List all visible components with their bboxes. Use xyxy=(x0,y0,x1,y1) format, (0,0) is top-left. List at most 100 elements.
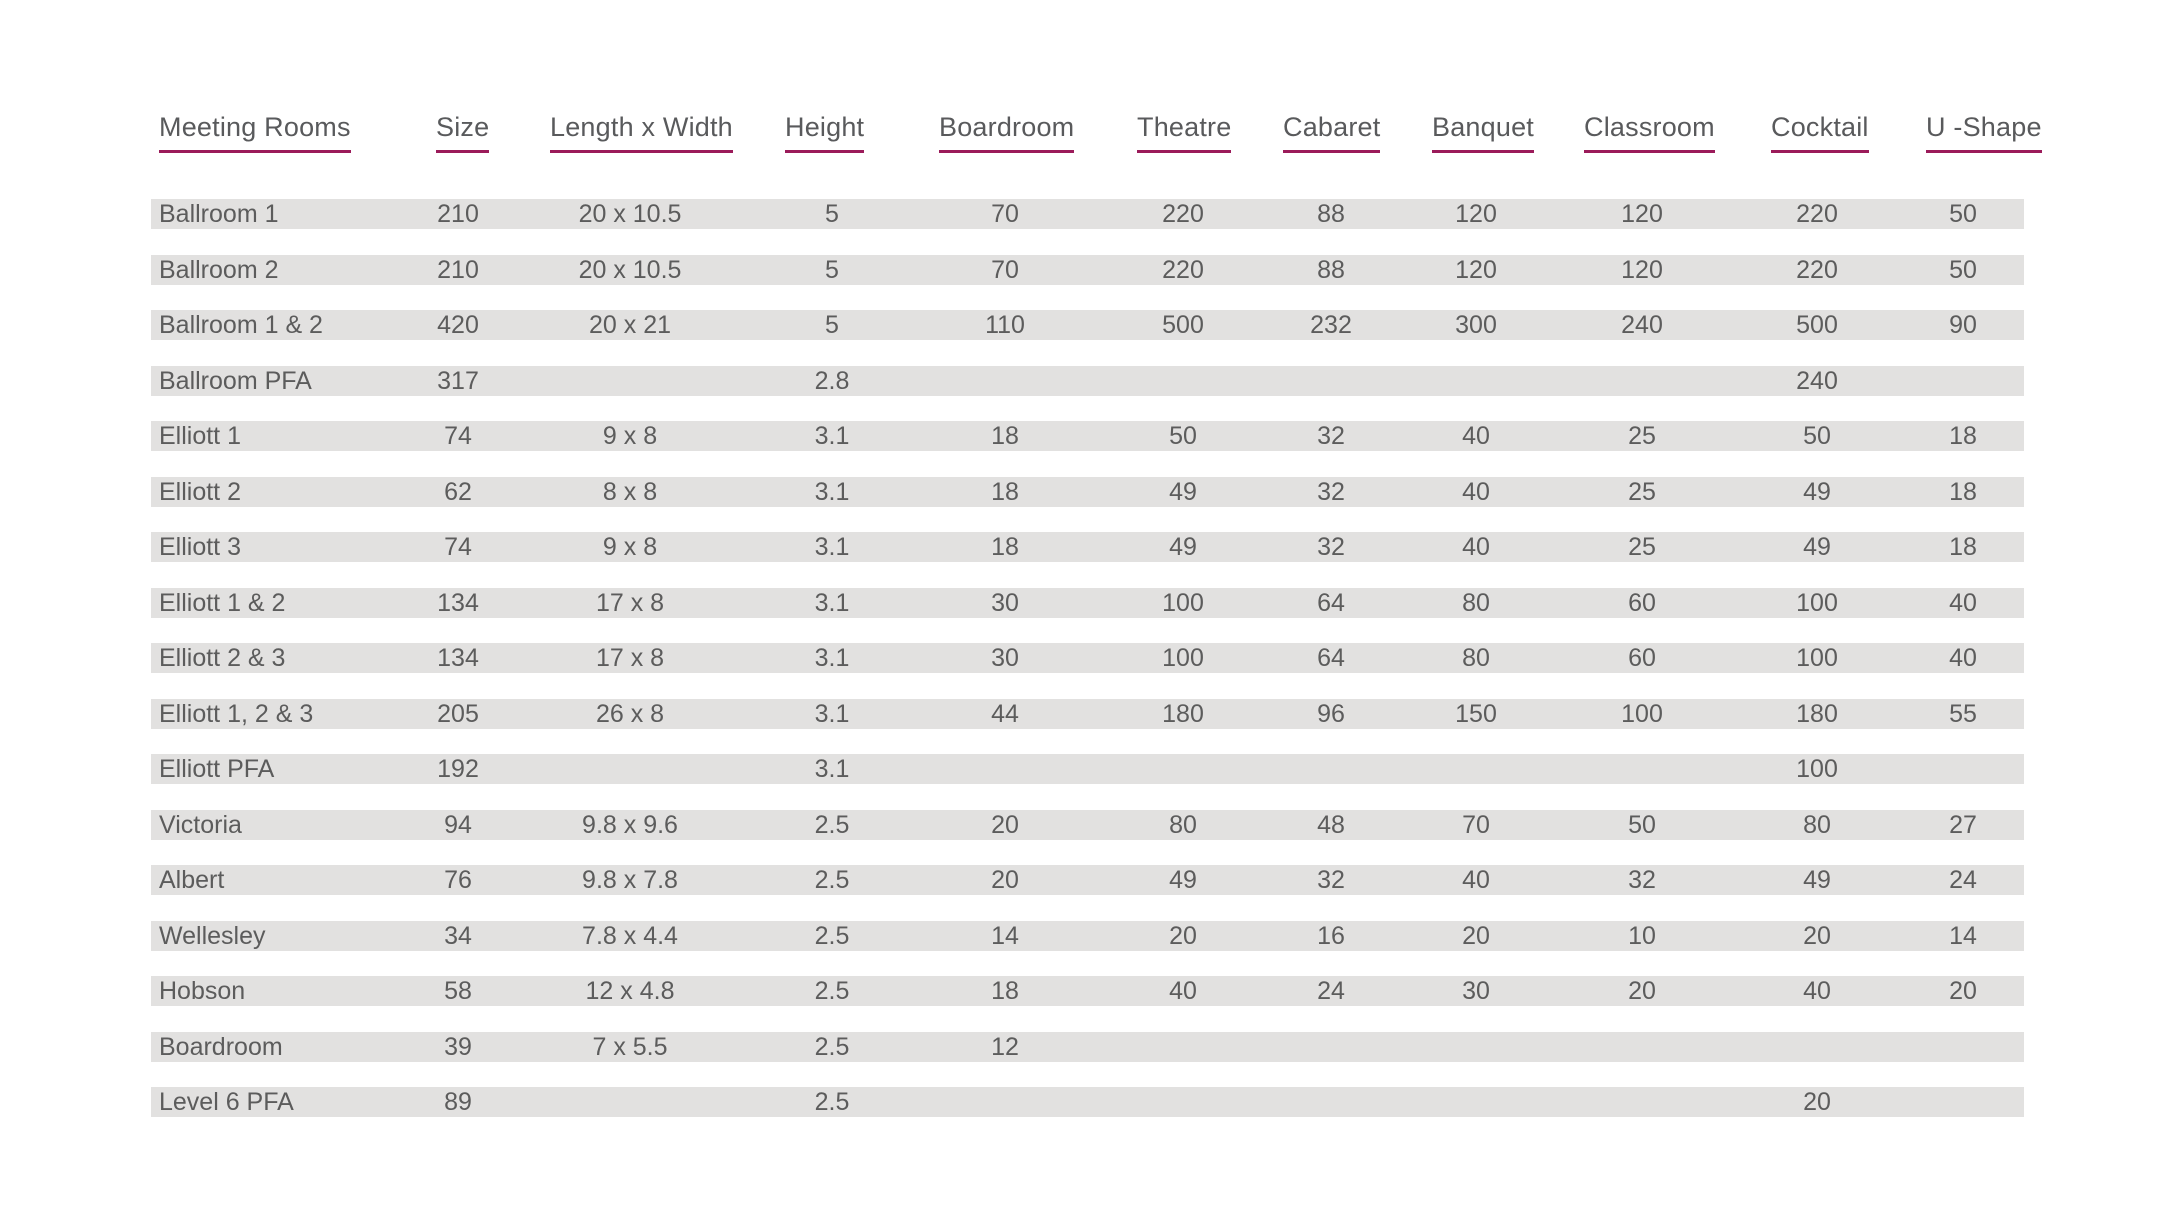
room-name-cell: Elliott 2 & 3 xyxy=(159,644,286,672)
cell-length-x-width: 9.8 x 9.6 xyxy=(582,811,678,839)
cell-cocktail: 20 xyxy=(1803,922,1831,950)
cell-u-shape: 18 xyxy=(1949,478,1977,506)
cell-length-x-width: 20 x 10.5 xyxy=(578,200,682,228)
cell-classroom: 60 xyxy=(1628,644,1656,672)
cell-length-x-width: 9 x 8 xyxy=(602,533,658,561)
cell-length-x-width: 17 x 8 xyxy=(595,589,665,617)
cell-classroom: 100 xyxy=(1621,700,1663,728)
room-name-cell: Elliott 1 & 2 xyxy=(159,589,286,617)
cell-height: 3.1 xyxy=(814,700,850,728)
cell-size: 192 xyxy=(437,755,479,783)
table-row: Victoria 94 9.8 x 9.6 2.5 20 80 48 70 50 80 27 xyxy=(151,810,2024,840)
cell-classroom: 10 xyxy=(1628,922,1656,950)
cell-boardroom: 44 xyxy=(991,700,1019,728)
cell-size: 420 xyxy=(437,311,479,339)
column-header-height: Height xyxy=(785,110,865,153)
cell-theatre: 49 xyxy=(1169,533,1197,561)
cell-theatre: 220 xyxy=(1162,256,1204,284)
cell-classroom: 25 xyxy=(1628,533,1656,561)
column-header-length-x-width: Length x Width xyxy=(550,110,733,153)
table-row: Albert 76 9.8 x 7.8 2.5 20 49 32 40 32 49 24 xyxy=(151,865,2024,895)
cell-height: 2.5 xyxy=(814,1088,850,1116)
cell-u-shape: 50 xyxy=(1949,256,1977,284)
cell-boardroom: 20 xyxy=(991,866,1019,894)
cell-cocktail: 500 xyxy=(1796,311,1838,339)
room-name-cell: Ballroom 1 xyxy=(159,200,279,228)
cell-u-shape: 18 xyxy=(1949,533,1977,561)
cell-size: 58 xyxy=(444,977,472,1005)
column-header-cocktail: Cocktail xyxy=(1771,110,1869,153)
cell-theatre: 40 xyxy=(1169,977,1197,1005)
cell-classroom: 120 xyxy=(1621,256,1663,284)
table-row: Elliott 2 62 8 x 8 3.1 18 49 32 40 25 49 18 xyxy=(151,477,2024,507)
table-row: Elliott 2 & 3 134 17 x 8 3.1 30 100 64 80 60 100 4… xyxy=(151,643,2024,673)
cell-theatre: 180 xyxy=(1162,700,1204,728)
cell-cocktail: 50 xyxy=(1803,422,1831,450)
cell-height: 3.1 xyxy=(814,644,850,672)
cell-cabaret: 32 xyxy=(1317,422,1345,450)
room-name-cell: Elliott 1, 2 & 3 xyxy=(159,700,314,728)
table-row: Elliott PFA 192 3.1 100 xyxy=(151,754,2024,784)
column-header-boardroom: Boardroom xyxy=(939,110,1075,153)
column-header-meeting-rooms: Meeting Rooms xyxy=(159,110,351,153)
cell-boardroom: 30 xyxy=(991,644,1019,672)
cell-cocktail: 220 xyxy=(1796,256,1838,284)
cell-height: 2.5 xyxy=(814,1033,850,1061)
column-header-size: Size xyxy=(436,110,490,153)
cell-size: 210 xyxy=(437,200,479,228)
cell-theatre: 50 xyxy=(1169,422,1197,450)
cell-length-x-width: 17 x 8 xyxy=(595,644,665,672)
cell-height: 3.1 xyxy=(814,755,850,783)
cell-boardroom: 70 xyxy=(991,256,1019,284)
cell-height: 3.1 xyxy=(814,533,850,561)
table-row: Boardroom 39 7 x 5.5 2.5 12 xyxy=(151,1032,2024,1062)
cell-boardroom: 70 xyxy=(991,200,1019,228)
cell-length-x-width: 12 x 4.8 xyxy=(585,977,675,1005)
cell-cabaret: 48 xyxy=(1317,811,1345,839)
cell-size: 34 xyxy=(444,922,472,950)
cell-banquet: 300 xyxy=(1455,311,1497,339)
cell-classroom: 25 xyxy=(1628,478,1656,506)
cell-theatre: 220 xyxy=(1162,200,1204,228)
cell-boardroom: 18 xyxy=(991,422,1019,450)
cell-u-shape: 40 xyxy=(1949,644,1977,672)
cell-boardroom: 12 xyxy=(991,1033,1019,1061)
cell-height: 2.5 xyxy=(814,811,850,839)
room-name-cell: Ballroom PFA xyxy=(159,367,312,395)
cell-cabaret: 64 xyxy=(1317,644,1345,672)
cell-height: 2.5 xyxy=(814,922,850,950)
cell-height: 5 xyxy=(825,311,839,339)
room-name-cell: Victoria xyxy=(159,811,242,839)
cell-cabaret: 64 xyxy=(1317,589,1345,617)
cell-banquet: 40 xyxy=(1462,422,1490,450)
cell-cocktail: 20 xyxy=(1803,1088,1831,1116)
cell-u-shape: 20 xyxy=(1949,977,1977,1005)
cell-length-x-width: 20 x 10.5 xyxy=(578,256,682,284)
cell-theatre: 49 xyxy=(1169,866,1197,894)
cell-u-shape: 18 xyxy=(1949,422,1977,450)
cell-length-x-width: 9.8 x 7.8 xyxy=(582,866,678,894)
cell-theatre: 100 xyxy=(1162,589,1204,617)
table-row: Ballroom PFA 317 2.8 240 xyxy=(151,366,2024,396)
cell-length-x-width: 8 x 8 xyxy=(602,478,658,506)
cell-cocktail: 49 xyxy=(1803,478,1831,506)
table-row: Ballroom 2 210 20 x 10.5 5 70 220 88 120 120 220 5… xyxy=(151,255,2024,285)
cell-u-shape: 90 xyxy=(1949,311,1977,339)
table-row: Elliott 1 74 9 x 8 3.1 18 50 32 40 25 50 18 xyxy=(151,421,2024,451)
cell-length-x-width: 7.8 x 4.4 xyxy=(582,922,678,950)
cell-cocktail: 100 xyxy=(1796,755,1838,783)
table-row: Elliott 1, 2 & 3 205 26 x 8 3.1 44 180 96 150 10… xyxy=(151,699,2024,729)
column-header-classroom: Classroom xyxy=(1584,110,1715,153)
cell-cocktail: 240 xyxy=(1796,367,1838,395)
cell-height: 3.1 xyxy=(814,478,850,506)
room-name-cell: Wellesley xyxy=(159,922,266,950)
cell-boardroom: 20 xyxy=(991,811,1019,839)
cell-height: 2.8 xyxy=(814,367,850,395)
cell-length-x-width: 9 x 8 xyxy=(602,422,658,450)
cell-size: 76 xyxy=(444,866,472,894)
cell-height: 5 xyxy=(825,200,839,228)
cell-classroom: 60 xyxy=(1628,589,1656,617)
cell-banquet: 80 xyxy=(1462,644,1490,672)
room-name-cell: Ballroom 1 & 2 xyxy=(159,311,323,339)
cell-banquet: 150 xyxy=(1455,700,1497,728)
